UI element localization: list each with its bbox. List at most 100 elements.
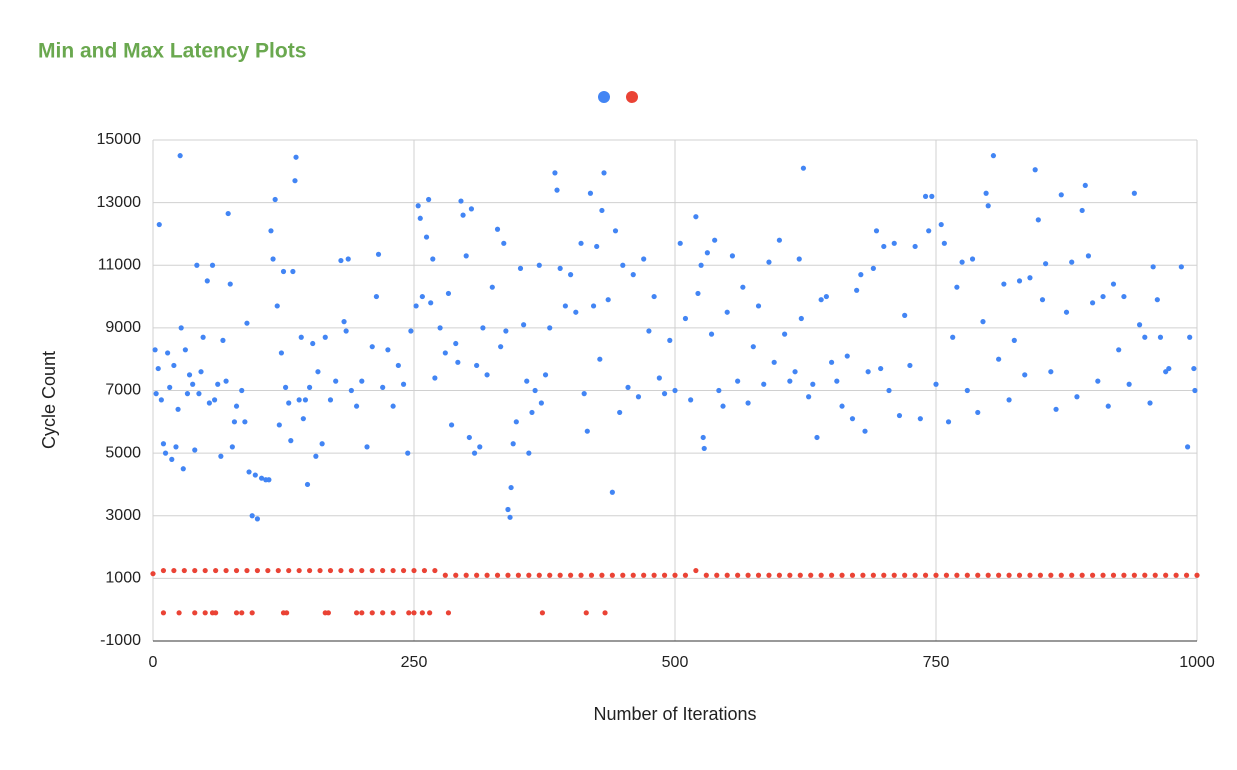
y-tick-label: 15000 bbox=[97, 131, 142, 148]
point bbox=[315, 369, 321, 375]
point bbox=[471, 450, 478, 456]
point bbox=[417, 215, 423, 221]
point bbox=[735, 572, 741, 578]
point bbox=[286, 567, 292, 574]
point bbox=[635, 394, 642, 400]
point bbox=[1136, 322, 1143, 328]
point bbox=[975, 409, 981, 416]
point bbox=[646, 328, 652, 334]
point bbox=[484, 572, 490, 578]
point bbox=[364, 444, 370, 450]
point bbox=[152, 347, 158, 353]
point bbox=[244, 567, 250, 574]
point bbox=[211, 397, 218, 403]
y-tick-label: 7000 bbox=[105, 382, 141, 399]
point bbox=[599, 207, 605, 214]
point bbox=[672, 572, 678, 578]
point bbox=[745, 572, 751, 578]
point bbox=[498, 344, 504, 350]
point bbox=[526, 450, 532, 456]
point bbox=[1063, 309, 1070, 315]
point bbox=[419, 293, 425, 300]
point bbox=[720, 403, 726, 409]
point bbox=[458, 198, 464, 204]
point bbox=[415, 203, 421, 209]
point bbox=[950, 334, 956, 340]
point bbox=[390, 610, 396, 616]
point bbox=[1183, 572, 1190, 578]
point bbox=[505, 572, 511, 578]
point bbox=[557, 572, 563, 578]
point bbox=[1163, 572, 1169, 578]
point bbox=[290, 268, 296, 275]
point bbox=[411, 567, 417, 574]
point bbox=[276, 422, 282, 428]
point bbox=[455, 359, 461, 365]
point bbox=[427, 610, 433, 616]
point bbox=[996, 356, 1002, 362]
point bbox=[177, 153, 183, 159]
point bbox=[1082, 182, 1088, 189]
point bbox=[829, 572, 835, 578]
point bbox=[181, 567, 187, 574]
y-tick-label: 5000 bbox=[105, 444, 141, 461]
point bbox=[268, 228, 274, 234]
point bbox=[1027, 572, 1033, 578]
point bbox=[338, 257, 344, 264]
point bbox=[602, 610, 608, 616]
point bbox=[338, 567, 344, 574]
point bbox=[651, 572, 657, 578]
point bbox=[1039, 297, 1046, 303]
point bbox=[359, 378, 365, 384]
point bbox=[252, 472, 258, 478]
point bbox=[1085, 253, 1092, 259]
point bbox=[964, 387, 970, 394]
point bbox=[400, 567, 407, 574]
point bbox=[814, 434, 820, 441]
point bbox=[568, 572, 574, 578]
point bbox=[474, 362, 480, 369]
point bbox=[755, 572, 762, 578]
point bbox=[536, 262, 542, 268]
point bbox=[421, 567, 428, 574]
point bbox=[1173, 572, 1179, 578]
point bbox=[1150, 264, 1156, 270]
point bbox=[996, 572, 1002, 578]
point bbox=[160, 567, 167, 574]
point bbox=[1048, 572, 1054, 578]
point bbox=[466, 434, 472, 441]
point bbox=[620, 262, 626, 268]
point bbox=[411, 610, 417, 616]
point bbox=[886, 387, 892, 394]
point bbox=[797, 572, 803, 578]
x-axis-label: Number of Iterations bbox=[593, 704, 756, 724]
point bbox=[165, 350, 171, 356]
point bbox=[578, 240, 584, 246]
point bbox=[745, 400, 751, 406]
point bbox=[1142, 334, 1148, 340]
point bbox=[708, 331, 715, 337]
point bbox=[724, 309, 730, 315]
point bbox=[1006, 397, 1012, 403]
point bbox=[695, 290, 701, 297]
point bbox=[983, 190, 989, 196]
point bbox=[215, 381, 221, 387]
point bbox=[818, 297, 824, 303]
point bbox=[716, 387, 722, 394]
point bbox=[1110, 281, 1117, 287]
point bbox=[423, 234, 430, 240]
point bbox=[453, 340, 459, 347]
point bbox=[327, 397, 334, 403]
point bbox=[278, 350, 285, 356]
point bbox=[1191, 365, 1197, 372]
point bbox=[194, 262, 200, 268]
point bbox=[776, 237, 783, 243]
point bbox=[445, 290, 452, 297]
point bbox=[1166, 365, 1172, 372]
point bbox=[849, 416, 856, 422]
point bbox=[698, 262, 704, 268]
point bbox=[327, 567, 334, 574]
point bbox=[985, 203, 991, 209]
point bbox=[494, 572, 501, 578]
